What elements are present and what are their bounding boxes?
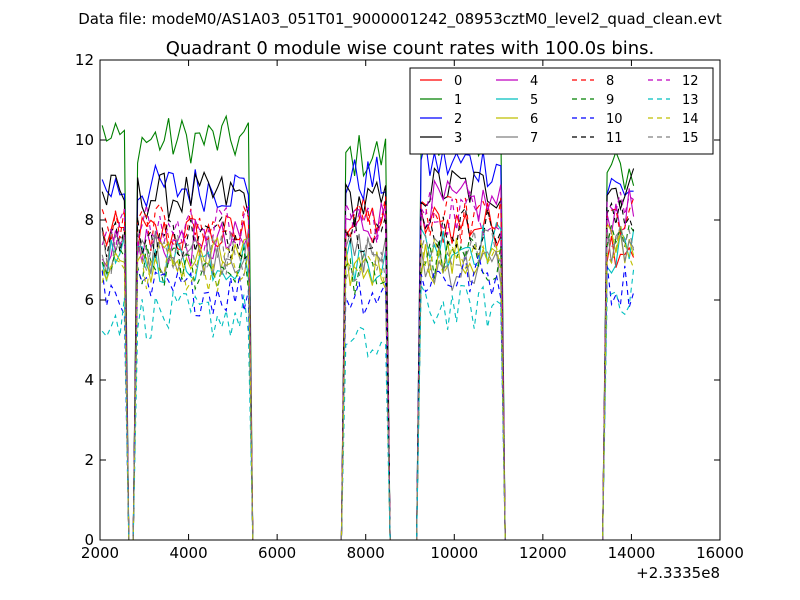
legend-label: 10 bbox=[606, 112, 623, 127]
y-tick-label: 12 bbox=[75, 51, 94, 69]
legend-label: 12 bbox=[682, 74, 699, 89]
series-line-15 bbox=[101, 223, 635, 540]
x-tick-label: 14000 bbox=[608, 544, 656, 562]
y-tick-label: 10 bbox=[75, 131, 94, 149]
x-tick-label: 6000 bbox=[258, 544, 296, 562]
y-tick-label: 2 bbox=[84, 451, 94, 469]
x-tick-label: 4000 bbox=[169, 544, 207, 562]
legend-label: 13 bbox=[682, 93, 699, 108]
x-tick-label: 2000 bbox=[81, 544, 119, 562]
series-line-13 bbox=[101, 269, 635, 540]
y-tick-label: 0 bbox=[84, 531, 94, 549]
series-line-5 bbox=[101, 221, 635, 540]
x-tick-label: 12000 bbox=[519, 544, 567, 562]
series-line-1 bbox=[101, 106, 635, 540]
chart-title: Quadrant 0 module wise count rates with … bbox=[166, 38, 655, 59]
legend-label: 0 bbox=[454, 74, 462, 89]
legend-label: 5 bbox=[530, 93, 538, 108]
legend-label: 8 bbox=[606, 74, 614, 89]
series-line-3 bbox=[101, 167, 635, 540]
y-tick-label: 8 bbox=[84, 211, 94, 229]
legend-label: 4 bbox=[530, 74, 538, 89]
x-tick-label: 10000 bbox=[430, 544, 478, 562]
legend-box bbox=[409, 67, 714, 155]
suptitle: Data file: modeM0/AS1A03_051T01_90000012… bbox=[78, 10, 722, 29]
y-tick-label: 6 bbox=[84, 291, 94, 309]
x-offset-label: +2.3335e8 bbox=[636, 564, 720, 582]
x-tick-label: 8000 bbox=[347, 544, 385, 562]
legend-label: 2 bbox=[454, 112, 462, 127]
series-line-10 bbox=[101, 254, 635, 540]
legend-label: 15 bbox=[682, 131, 699, 146]
legend-label: 6 bbox=[530, 112, 538, 127]
series-line-12 bbox=[101, 190, 634, 540]
legend-label: 11 bbox=[606, 131, 623, 146]
series-line-11 bbox=[101, 198, 635, 540]
series-line-8 bbox=[101, 195, 635, 540]
series-line-0 bbox=[101, 197, 635, 540]
legend-label: 7 bbox=[530, 131, 538, 146]
legend-label: 1 bbox=[454, 93, 462, 108]
y-tick-label: 4 bbox=[84, 371, 94, 389]
legend-label: 9 bbox=[606, 93, 614, 108]
legend-label: 3 bbox=[454, 131, 462, 146]
data-lines bbox=[101, 106, 635, 540]
legend-label: 14 bbox=[682, 112, 699, 127]
series-line-6 bbox=[101, 221, 635, 540]
x-axis: 2000 4000 6000 8000 10000 12000 14000 16000 bbox=[81, 60, 744, 562]
series-line-4 bbox=[101, 179, 635, 540]
x-tick-label: 16000 bbox=[696, 544, 744, 562]
